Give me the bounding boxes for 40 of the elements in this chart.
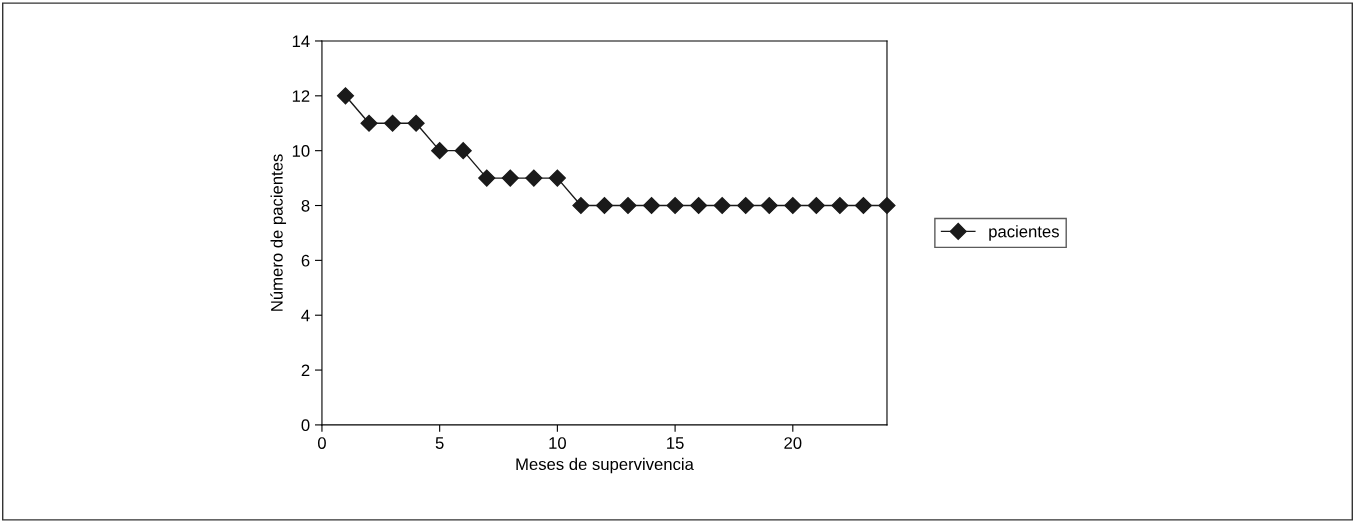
y-tick-label: 4 bbox=[301, 309, 310, 322]
point bbox=[501, 169, 519, 187]
x-tick-label: 20 bbox=[784, 437, 802, 449]
point bbox=[360, 114, 378, 132]
y-tick-label: 2 bbox=[301, 364, 310, 377]
y-axis-title: Número de pacientes bbox=[270, 154, 287, 311]
point bbox=[784, 196, 802, 215]
point bbox=[525, 169, 543, 187]
point bbox=[548, 169, 566, 187]
point bbox=[713, 196, 731, 215]
x-axis-title: Meses de supervivencia bbox=[516, 457, 694, 474]
point bbox=[478, 169, 496, 187]
point bbox=[384, 114, 402, 132]
point bbox=[336, 87, 355, 105]
legend-label: pacientes bbox=[989, 225, 1059, 241]
point bbox=[642, 196, 661, 215]
point bbox=[572, 196, 590, 215]
x-tick-label: 5 bbox=[435, 437, 444, 449]
point bbox=[854, 196, 872, 215]
point bbox=[619, 196, 637, 215]
point bbox=[807, 196, 825, 215]
point bbox=[831, 196, 849, 215]
point bbox=[431, 142, 449, 160]
y-tick-label: 8 bbox=[301, 199, 310, 212]
point bbox=[407, 114, 425, 132]
point bbox=[878, 196, 896, 215]
point bbox=[690, 196, 708, 215]
y-tick-label: 6 bbox=[301, 254, 310, 267]
point bbox=[737, 196, 755, 215]
x-tick-label: 10 bbox=[549, 437, 566, 449]
point bbox=[666, 196, 684, 215]
point bbox=[595, 196, 614, 215]
y-tick-label: 14 bbox=[292, 35, 310, 48]
y-tick-label: 0 bbox=[301, 419, 310, 432]
point bbox=[760, 196, 778, 215]
x-tick-label: 0 bbox=[317, 437, 326, 449]
y-tick-label: 10 bbox=[292, 145, 310, 157]
point bbox=[454, 142, 472, 160]
x-tick-label: 15 bbox=[667, 437, 684, 449]
y-tick-label: 12 bbox=[292, 90, 310, 102]
